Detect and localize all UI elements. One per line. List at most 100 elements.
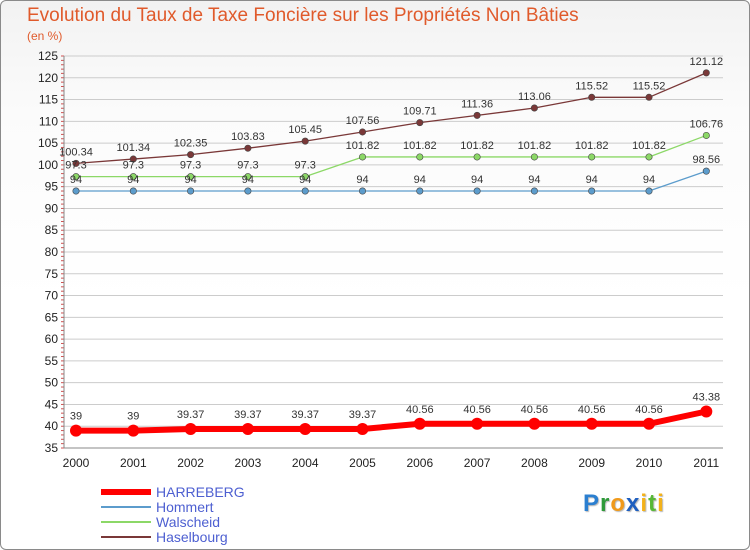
data-point [129, 187, 137, 195]
data-label: 39.37 [349, 409, 377, 421]
data-point [416, 119, 424, 127]
data-label: 94 [356, 174, 368, 186]
x-tick-label: 2010 [636, 456, 663, 470]
data-point [473, 153, 481, 161]
data-label: 94 [242, 174, 254, 186]
chart-subtitle: (en %) [27, 29, 63, 43]
data-point [299, 422, 312, 435]
data-label: 94 [184, 174, 196, 186]
y-tick-label: 45 [45, 397, 59, 411]
logo-letter-o: o [610, 490, 627, 517]
data-point [301, 187, 309, 195]
y-tick-label: 85 [45, 223, 59, 237]
data-label: 103.83 [231, 131, 265, 143]
data-point [129, 155, 137, 163]
data-label: 101.34 [116, 142, 150, 154]
data-label: 98.56 [693, 154, 721, 166]
x-tick-label: 2001 [120, 456, 147, 470]
data-point [588, 93, 596, 101]
data-label: 39 [127, 411, 139, 423]
data-label: 113.06 [518, 91, 551, 103]
data-point [473, 187, 481, 195]
data-point [585, 417, 598, 430]
data-label: 39.37 [177, 409, 205, 421]
data-point [588, 187, 596, 195]
data-label: 94 [299, 174, 311, 186]
data-point [645, 187, 653, 195]
data-label: 97.3 [237, 160, 258, 172]
data-point [244, 187, 252, 195]
data-label: 115.52 [575, 80, 608, 92]
legend-label: Haselbourg [156, 529, 228, 545]
data-label: 101.82 [518, 140, 552, 152]
y-tick-label: 90 [45, 201, 59, 215]
x-tick-label: 2004 [292, 456, 319, 470]
data-point [473, 111, 481, 119]
data-label: 40.56 [406, 404, 434, 416]
data-label: 94 [528, 174, 540, 186]
data-label: 94 [414, 174, 426, 186]
data-point [70, 424, 82, 437]
x-tick-label: 2007 [464, 456, 491, 470]
data-label: 101.82 [403, 140, 437, 152]
legend-swatch [101, 536, 151, 538]
data-label: 43.38 [693, 392, 721, 404]
data-label: 101.82 [346, 140, 380, 152]
data-label: 40.56 [635, 404, 663, 416]
data-point [358, 187, 366, 195]
data-point [702, 69, 710, 77]
data-label: 40.56 [578, 404, 606, 416]
data-point [528, 417, 541, 430]
chart-title: Evolution du Taux de Taxe Foncière sur l… [27, 5, 579, 26]
data-point [645, 153, 653, 161]
logo-letter-t: t [648, 490, 658, 517]
data-point [702, 131, 710, 139]
data-label: 101.82 [632, 140, 666, 152]
legend-swatch [101, 506, 151, 508]
data-point [530, 187, 538, 195]
data-point [588, 153, 596, 161]
data-label: 101.82 [460, 140, 494, 152]
y-tick-label: 115 [39, 93, 58, 107]
y-tick-label: 50 [45, 376, 59, 390]
x-tick-label: 2000 [63, 456, 90, 470]
logo-letter-i-2: i [657, 490, 665, 517]
legend-label: HARREBERG [156, 484, 245, 500]
data-label: 101.82 [575, 140, 609, 152]
data-label: 40.56 [521, 404, 549, 416]
logo-letter-i: i [640, 490, 649, 517]
data-point [244, 173, 252, 181]
data-point [700, 405, 713, 418]
legend-swatch [101, 521, 151, 523]
data-label: 39 [70, 411, 82, 423]
series-line-walscheid [76, 134, 707, 178]
data-point [643, 417, 655, 430]
x-tick-label: 2006 [406, 456, 433, 470]
proxiti-logo: Proxiti [583, 490, 665, 518]
data-label: 100.34 [59, 146, 93, 158]
data-point [413, 417, 426, 430]
data-point [471, 417, 484, 430]
data-point [241, 422, 254, 435]
data-point [244, 144, 252, 152]
data-point [129, 173, 137, 181]
x-tick-label: 2005 [349, 456, 376, 470]
logo-letter-x: x [626, 490, 641, 517]
logo-letter-r: r [600, 490, 611, 517]
data-point [301, 173, 309, 181]
y-tick-label: 95 [45, 180, 59, 194]
data-label: 106.76 [689, 118, 723, 130]
data-label: 94 [643, 174, 655, 186]
data-point [72, 187, 80, 195]
data-label: 105.45 [288, 124, 322, 136]
data-label: 94 [586, 174, 598, 186]
data-label: 115.52 [633, 80, 666, 92]
data-point [645, 93, 653, 101]
y-tick-label: 35 [45, 441, 59, 455]
y-tick-label: 65 [45, 310, 59, 324]
data-label: 109.71 [403, 106, 437, 118]
data-point [72, 159, 80, 167]
data-label: 97.3 [65, 160, 86, 172]
